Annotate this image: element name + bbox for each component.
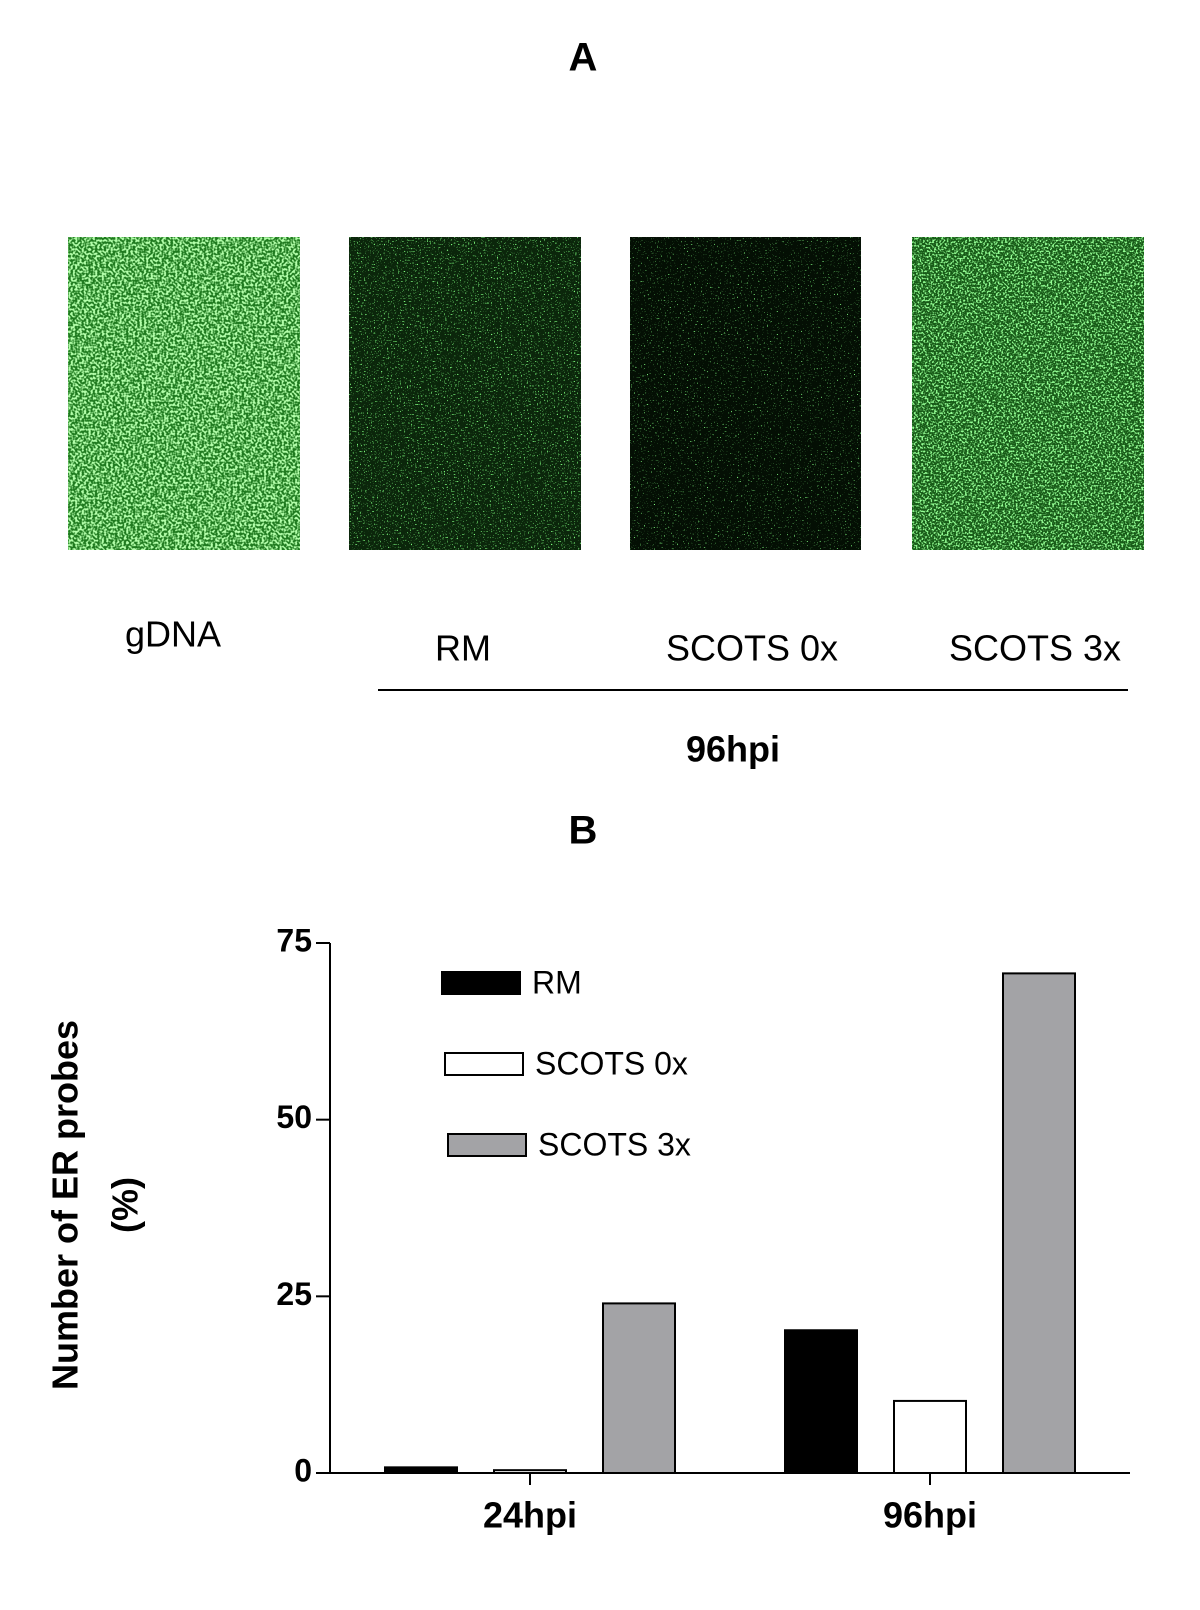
image-label: gDNA <box>125 614 221 655</box>
panel-a-title: A <box>569 36 598 80</box>
y-axis-label: (%) <box>105 1177 146 1233</box>
legend-label: RM <box>532 964 582 1000</box>
legend-swatch <box>441 971 521 995</box>
image-label: SCOTS 3x <box>949 628 1121 669</box>
bar <box>493 1469 567 1475</box>
image-label: RM <box>435 628 491 669</box>
y-tick-label: 75 <box>276 922 312 958</box>
bar <box>602 1302 676 1475</box>
micrograph-images <box>68 237 1144 550</box>
chart-title: B <box>569 809 598 853</box>
bar <box>1002 972 1076 1474</box>
y-tick-label: 25 <box>276 1276 312 1312</box>
y-axis-label: Number of ER probes <box>45 1020 86 1390</box>
legend-label: SCOTS 3x <box>538 1126 691 1162</box>
x-tick-label: 24hpi <box>483 1495 577 1536</box>
y-tick-label: 50 <box>276 1099 312 1135</box>
image-label: SCOTS 0x <box>666 628 838 669</box>
legend-swatch <box>447 1133 527 1157</box>
bar <box>384 1466 458 1475</box>
bar <box>893 1399 967 1475</box>
image-rm-texture <box>349 237 581 550</box>
y-tick-label: 0 <box>294 1452 312 1488</box>
image-scots0x-texture <box>630 237 861 550</box>
group-label: 96hpi <box>686 729 780 770</box>
x-tick-label: 96hpi <box>883 1495 977 1536</box>
legend-swatch <box>444 1052 524 1076</box>
image-scots3x-texture <box>912 237 1144 550</box>
legend-label: SCOTS 0x <box>535 1045 688 1081</box>
bar <box>784 1329 858 1474</box>
image-gdna-texture <box>68 237 300 550</box>
